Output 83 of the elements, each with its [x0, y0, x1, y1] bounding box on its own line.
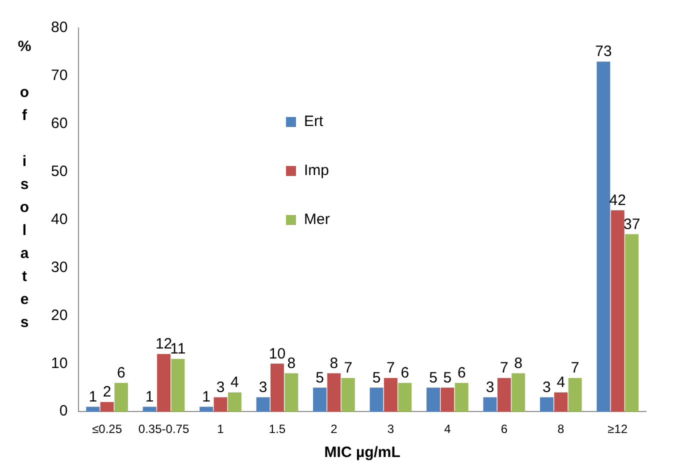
y-tick-label: 40	[50, 210, 68, 228]
data-label: 6	[400, 364, 410, 382]
y-tick-label: 0	[59, 402, 68, 420]
legend-label: Imp	[304, 162, 330, 179]
bar	[228, 392, 242, 412]
bar	[483, 397, 497, 412]
bar	[341, 378, 355, 412]
bar	[497, 378, 511, 412]
data-label: 3	[486, 378, 494, 396]
bar	[86, 406, 100, 412]
bar	[625, 234, 639, 412]
data-label: 7	[386, 360, 395, 377]
x-tick-label: 0.35-0.75	[138, 422, 190, 436]
data-label: 1	[145, 388, 154, 406]
y-tick-label: 20	[50, 306, 68, 324]
data-label: 3	[542, 378, 551, 396]
x-axis-title: MIC µg/mL	[324, 444, 400, 462]
y-tick-label: 80	[50, 19, 68, 36]
bar	[398, 382, 412, 412]
data-label: 10	[268, 345, 286, 362]
data-label: 8	[287, 354, 296, 372]
legend-label: Ert	[304, 113, 324, 130]
data-label: 2	[102, 384, 112, 401]
y-tick-label: 10	[50, 354, 68, 372]
x-tick-label: 8	[558, 422, 565, 436]
bar	[596, 62, 610, 412]
data-label: 7	[344, 360, 352, 377]
y-tick-label: 30	[50, 258, 68, 276]
data-label: 3	[258, 378, 268, 396]
x-tick-label: ≤0.25	[92, 422, 122, 436]
data-label: 5	[372, 369, 381, 386]
data-label: 37	[623, 216, 640, 233]
bar	[256, 397, 270, 412]
data-label: 7	[570, 360, 580, 377]
data-label: 1	[88, 388, 98, 406]
y-tick-label: 50	[50, 162, 68, 180]
data-label: 6	[117, 364, 126, 382]
bar	[142, 406, 156, 412]
y-tick-label: 70	[50, 67, 68, 84]
data-label: 11	[170, 340, 186, 358]
bar	[313, 388, 327, 412]
data-label: 5	[429, 369, 438, 386]
x-tick-label: 1.5	[268, 422, 286, 436]
bar	[214, 397, 228, 412]
bar	[370, 388, 384, 412]
legend-label: Mer	[304, 211, 330, 228]
bar	[284, 373, 298, 412]
data-label: 7	[500, 360, 508, 377]
x-tick-label: ≥12	[608, 422, 628, 436]
data-label: 12	[155, 336, 172, 353]
x-tick-label: 6	[500, 422, 508, 436]
bar	[440, 388, 454, 412]
x-tick-label: 3	[387, 422, 394, 436]
data-label: 3	[216, 378, 225, 396]
data-label: 1	[202, 388, 210, 406]
bar	[114, 382, 128, 412]
bar	[157, 354, 171, 412]
bar	[270, 364, 284, 412]
bar	[384, 378, 398, 412]
bar	[540, 397, 554, 412]
bar	[327, 373, 341, 412]
bar	[200, 406, 214, 412]
bar	[426, 388, 440, 412]
data-label: 6	[457, 364, 466, 382]
y-axis-title: % of isolates	[16, 38, 33, 337]
x-tick-label: 2	[330, 422, 338, 436]
bar	[512, 373, 526, 412]
data-label: 73	[595, 43, 612, 60]
data-label: 5	[443, 369, 452, 386]
bar	[610, 210, 624, 412]
data-label: 4	[230, 374, 239, 392]
bar	[171, 358, 185, 412]
bar	[454, 382, 468, 412]
data-label: 5	[316, 369, 324, 386]
data-label: 8	[330, 354, 338, 372]
data-label: 8	[514, 354, 523, 372]
x-tick-label: 1	[217, 422, 224, 436]
bar	[554, 392, 568, 412]
bar	[100, 402, 114, 412]
data-label: 4	[556, 374, 566, 392]
x-tick-label: 4	[444, 422, 452, 436]
bar	[568, 378, 582, 412]
y-tick-label: 60	[50, 115, 68, 132]
